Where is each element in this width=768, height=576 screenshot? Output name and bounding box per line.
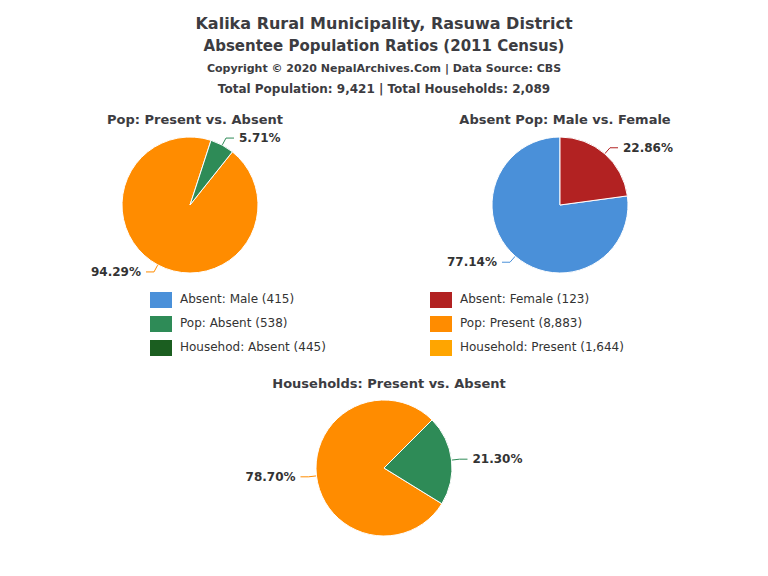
- svg-text:5.71%: 5.71%: [239, 131, 281, 145]
- svg-text:Absent: Male (415): Absent: Male (415): [180, 292, 294, 306]
- svg-text:Absentee Population Ratios (20: Absentee Population Ratios (2011 Census): [204, 37, 565, 55]
- svg-text:Household: Present (1,644): Household: Present (1,644): [460, 340, 624, 354]
- svg-text:78.70%: 78.70%: [246, 470, 296, 484]
- svg-text:Kalika Rural Municipality, Ras: Kalika Rural Municipality, Rasuwa Distri…: [195, 14, 572, 33]
- svg-text:Pop: Present vs. Absent: Pop: Present vs. Absent: [107, 112, 283, 127]
- svg-text:Pop: Absent (538): Pop: Absent (538): [180, 316, 287, 330]
- svg-text:21.30%: 21.30%: [472, 452, 522, 466]
- svg-text:Households: Present vs. Absent: Households: Present vs. Absent: [272, 376, 505, 391]
- svg-text:Copyright © 2020 NepalArchives: Copyright © 2020 NepalArchives.Com | Dat…: [207, 62, 561, 75]
- svg-text:Absent Pop: Male vs. Female: Absent Pop: Male vs. Female: [459, 112, 671, 127]
- svg-text:77.14%: 77.14%: [447, 255, 497, 269]
- svg-text:Househod: Absent (445): Househod: Absent (445): [180, 340, 326, 354]
- svg-text:Absent: Female (123): Absent: Female (123): [460, 292, 589, 306]
- svg-text:Pop: Present (8,883): Pop: Present (8,883): [460, 316, 582, 330]
- svg-text:Total Population: 9,421 | Tota: Total Population: 9,421 | Total Househol…: [218, 82, 550, 96]
- svg-text:22.86%: 22.86%: [623, 141, 673, 155]
- svg-text:94.29%: 94.29%: [91, 265, 141, 279]
